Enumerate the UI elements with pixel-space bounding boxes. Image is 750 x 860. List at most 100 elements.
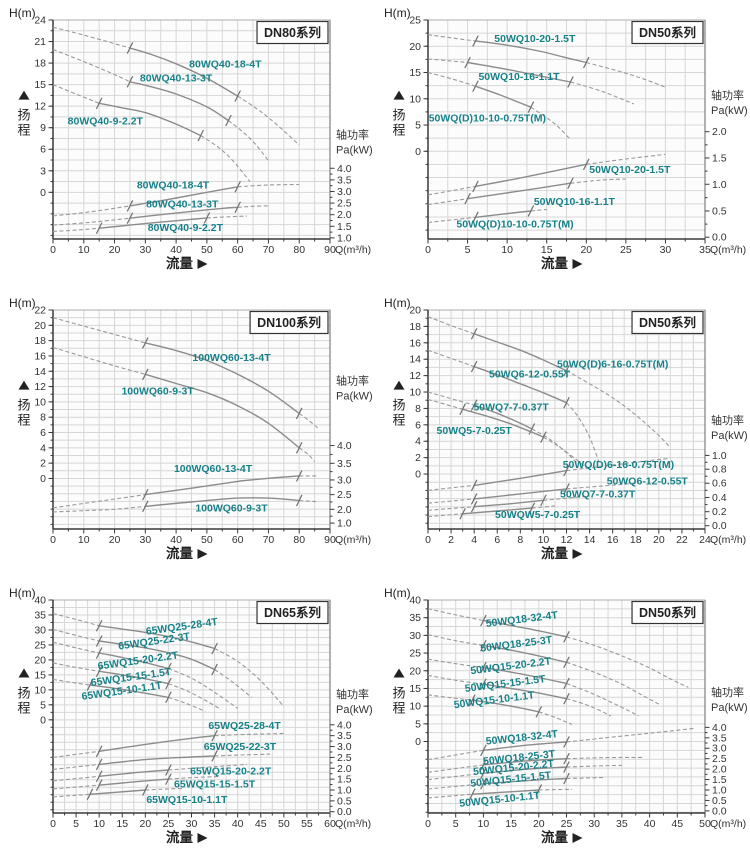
x-tick-label: 20: [580, 244, 592, 256]
curves: [52, 26, 300, 234]
head-tick-label: 16: [34, 350, 46, 362]
x-tick-label: 14: [584, 534, 596, 546]
curve-dashed-50WQ10-20-1.5T-power: [586, 153, 666, 165]
curve-50WQ18-25-3T-power: [483, 758, 567, 766]
curve-dashed-65WQ15-20-2.2T-head: [168, 668, 239, 709]
curve-dashed-50WQ7-7-0.37T-head: [427, 391, 475, 406]
curve-label-50WQ6-12-0.55T-head: 50WQ6-12-0.55T: [489, 368, 571, 380]
power-tick-label: 1.0: [712, 784, 727, 796]
curve-dashed-100WQ60-9-3T-power: [299, 499, 318, 503]
power-tick-label: 1.5: [337, 774, 352, 786]
head-tick-label: 3: [40, 165, 46, 177]
gridlines: [428, 20, 705, 239]
axis-ticks: [48, 19, 335, 244]
x-tick-label: 25: [163, 818, 175, 830]
up-arrow-icon: [393, 380, 405, 390]
curve-50WQ15-10-1.1T-power: [472, 789, 539, 795]
curve-label-50WQ7-7-0.37T-head: 50WQ7-7-0.37T: [473, 401, 549, 413]
x-tick-label: 12: [561, 534, 573, 546]
x-axis-unit: Q(m³/h): [335, 244, 371, 256]
x-tick-label: 0: [425, 534, 431, 546]
y-axis-title-char: 扬: [392, 686, 405, 701]
power-axis-unit: Pa(kW): [336, 704, 373, 716]
y-axis-title-char: 扬: [17, 108, 30, 123]
pump-curve-chart-dn50-series-c: 0 5 10 15 20 25 30 35 40 0 5 10 15 20 25 30 35 40 45 50 Q(m³…: [384, 586, 748, 845]
curve-break-mark: [464, 56, 471, 69]
curve-break-mark: [563, 752, 570, 765]
chart-title-box: [256, 600, 329, 625]
x-tick-label: 35: [616, 818, 628, 830]
curve-65WQ25-22-3T-power: [99, 755, 215, 766]
power-tick-label: 1.5: [712, 152, 727, 164]
curve-dashed-50WQ5-7-0.25T-head: [543, 436, 588, 470]
x-tick-label: 5: [465, 244, 471, 256]
curve-break-mark: [472, 211, 479, 224]
curve-break-mark: [563, 396, 570, 409]
curve-label-50WQ(D)10-10-0.75T(M)-power: 50WQ(D)10-10-0.75T(M): [456, 219, 573, 231]
curve-break-mark: [86, 679, 94, 691]
curve-break-mark: [126, 42, 134, 54]
curve-50WQ6-12-0.55T-power: [474, 488, 567, 500]
curve-break-mark: [95, 97, 103, 110]
curve-dashed-50WQ18-32-4T-head: [566, 636, 689, 688]
curve-break-mark: [567, 177, 574, 190]
power-axis-title: 轴功率: [711, 413, 744, 427]
axis-ticks: [423, 309, 710, 534]
y-axis-title-char: 扬: [17, 398, 30, 413]
x-axis-title: 流量: [166, 545, 193, 561]
power-tick-label: 2.0: [337, 504, 352, 516]
curve-65WQ15-20-2.2T-head: [99, 652, 169, 670]
curve-dashed-65WQ15-20-2.2T-power: [168, 763, 247, 771]
curve-break-mark: [470, 493, 478, 505]
curve-label-65WQ15-20-2.2T-power: 65WQ15-20-2.2T: [190, 765, 272, 777]
head-tick-label: 14: [409, 354, 421, 366]
curves: [427, 34, 666, 224]
curve-break-mark: [211, 642, 218, 655]
curve-label-80WQ40-18-4T-head: 80WQ40-18-4T: [189, 58, 262, 70]
curve-dashed-50WQ(D)10-10-0.75T(M)-power: [530, 208, 547, 212]
curve-break-mark: [527, 101, 535, 113]
x-tick-label: 50: [201, 534, 213, 546]
head-tick-label: 40: [409, 595, 421, 607]
head-tick-label: 30: [34, 624, 46, 636]
head-tick-label: 5: [415, 718, 421, 730]
power-tick-label: 4.0: [337, 440, 352, 452]
curve-break-mark: [211, 750, 218, 762]
curve-dashed-80WQ40-18-4T-head: [237, 95, 300, 146]
x-tick-label: 10: [78, 534, 90, 546]
curve-break-mark: [95, 619, 103, 632]
curve-label-50WQ10-16-1.1T-power: 50WQ10-16-1.1T: [534, 196, 616, 208]
power-axis-title: 轴功率: [711, 685, 744, 699]
curve-break-mark: [563, 656, 570, 669]
curve-break-mark: [142, 500, 149, 513]
chart-title-box: [631, 310, 704, 335]
x-tick-label: 60: [324, 818, 336, 830]
up-arrow-icon: [18, 668, 30, 678]
curve-label-80WQ40-13-3T-head: 80WQ40-13-3T: [140, 73, 213, 85]
curve-dashed-50WQW5-7-0.25T-power: [427, 513, 463, 518]
x-tick-label: 40: [644, 818, 656, 830]
curve-dashed-50WQ6-12-0.55T-head: [566, 402, 600, 462]
x-tick-label: 22: [676, 534, 688, 546]
y-axis-title-char: 程: [17, 701, 30, 716]
power-tick-label: 0.5: [712, 795, 727, 807]
chart-cell-dn50-c: 0 5 10 15 20 25 30 35 40 0 5 10 15 20 25 30 35 40 45 50 Q(m³…: [375, 580, 750, 860]
curve-50WQ(D)6-16-0.75T(M)-head: [473, 333, 567, 372]
curve-break-mark: [211, 663, 218, 676]
pump-curve-chart-dn50-series-a: 0 5 10 15 20 25 0 5 10 15 20 25 30 35 Q(m³/h)0.0 0.5 1.0…: [384, 6, 748, 271]
curve-break-mark: [126, 200, 134, 212]
x-tick-label: 50: [278, 818, 290, 830]
x-tick-label: 8: [517, 534, 523, 546]
curve-break-mark: [567, 76, 574, 88]
head-tick-label: 6: [40, 144, 46, 156]
curve-label-50WQ(D)6-16-0.75T(M)-power: 50WQ(D)6-16-0.75T(M): [563, 459, 674, 471]
curve-break-mark: [540, 431, 547, 443]
curve-break-mark: [563, 772, 570, 785]
power-tick-label: 1.5: [712, 774, 727, 786]
head-tick-label: 35: [409, 612, 421, 624]
head-tick-label: 16: [409, 337, 421, 349]
curve-break-mark: [165, 662, 172, 675]
curve-break-mark: [295, 442, 303, 454]
curve-label-80WQ40-9-2.2T-power: 80WQ40-9-2.2T: [148, 222, 224, 234]
power-tick-label: 2.0: [712, 126, 727, 138]
